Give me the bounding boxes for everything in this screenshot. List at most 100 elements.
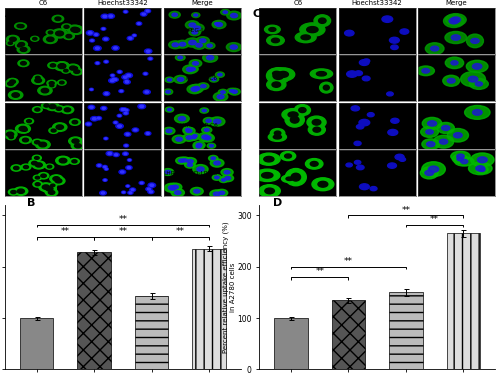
Circle shape: [102, 37, 109, 41]
Circle shape: [172, 43, 178, 47]
Ellipse shape: [468, 162, 492, 175]
Circle shape: [144, 90, 150, 94]
Ellipse shape: [254, 169, 280, 181]
Circle shape: [382, 16, 392, 22]
Circle shape: [114, 154, 117, 156]
Ellipse shape: [444, 15, 464, 28]
Circle shape: [204, 136, 211, 140]
Ellipse shape: [272, 82, 280, 87]
Circle shape: [368, 113, 374, 117]
Circle shape: [359, 120, 370, 126]
Bar: [446, 233, 480, 369]
Circle shape: [86, 31, 94, 35]
Ellipse shape: [420, 126, 438, 137]
Ellipse shape: [476, 166, 488, 173]
Circle shape: [46, 187, 53, 191]
Circle shape: [186, 128, 190, 131]
Circle shape: [148, 57, 152, 60]
Ellipse shape: [264, 156, 274, 162]
Circle shape: [34, 75, 42, 80]
Circle shape: [55, 179, 62, 183]
Circle shape: [214, 23, 218, 25]
Circle shape: [72, 160, 77, 163]
Circle shape: [128, 167, 130, 169]
Circle shape: [8, 42, 12, 44]
Circle shape: [19, 25, 24, 28]
Circle shape: [19, 126, 27, 131]
Circle shape: [106, 169, 108, 170]
Circle shape: [88, 105, 95, 109]
Text: **: **: [61, 227, 70, 236]
Circle shape: [216, 72, 224, 77]
Circle shape: [127, 185, 129, 187]
Ellipse shape: [284, 154, 292, 158]
Circle shape: [108, 152, 112, 155]
Circle shape: [126, 133, 129, 135]
Ellipse shape: [313, 127, 320, 132]
Circle shape: [10, 37, 16, 41]
Circle shape: [64, 69, 68, 72]
Ellipse shape: [451, 151, 470, 161]
Bar: [332, 300, 365, 369]
Circle shape: [126, 166, 132, 170]
Circle shape: [101, 14, 108, 18]
Ellipse shape: [264, 25, 280, 34]
Ellipse shape: [307, 116, 326, 129]
Circle shape: [102, 192, 104, 194]
Circle shape: [98, 165, 100, 166]
Circle shape: [165, 77, 174, 83]
Circle shape: [60, 81, 64, 84]
Circle shape: [178, 78, 184, 81]
Circle shape: [54, 62, 69, 70]
Circle shape: [212, 20, 226, 29]
Circle shape: [146, 50, 150, 52]
Circle shape: [44, 104, 49, 107]
Circle shape: [103, 15, 106, 17]
Circle shape: [197, 167, 204, 172]
Circle shape: [52, 123, 67, 132]
Ellipse shape: [266, 79, 286, 90]
Circle shape: [70, 119, 80, 125]
Circle shape: [127, 37, 134, 40]
Circle shape: [124, 11, 128, 13]
Circle shape: [210, 190, 224, 198]
Circle shape: [346, 71, 358, 77]
Circle shape: [163, 127, 175, 135]
Circle shape: [144, 49, 152, 54]
Circle shape: [48, 62, 58, 69]
Circle shape: [71, 27, 78, 32]
Circle shape: [428, 166, 438, 172]
Circle shape: [400, 29, 409, 34]
Circle shape: [118, 71, 121, 73]
Circle shape: [190, 133, 200, 139]
Circle shape: [3, 130, 17, 138]
Circle shape: [52, 177, 65, 185]
Circle shape: [184, 162, 195, 168]
Circle shape: [189, 60, 202, 67]
Circle shape: [49, 82, 54, 85]
Ellipse shape: [268, 133, 286, 141]
Ellipse shape: [266, 68, 290, 84]
Circle shape: [456, 154, 464, 159]
Circle shape: [92, 118, 96, 120]
Circle shape: [6, 41, 14, 46]
Circle shape: [46, 189, 58, 196]
Circle shape: [8, 82, 14, 86]
Circle shape: [360, 60, 369, 66]
Circle shape: [98, 117, 100, 119]
Circle shape: [186, 67, 194, 72]
Ellipse shape: [422, 162, 446, 176]
Circle shape: [72, 139, 79, 143]
Circle shape: [94, 33, 99, 36]
Circle shape: [17, 46, 30, 53]
Bar: [20, 318, 54, 369]
Circle shape: [186, 129, 192, 133]
Circle shape: [110, 77, 117, 81]
Ellipse shape: [280, 152, 295, 161]
Circle shape: [61, 106, 74, 113]
Circle shape: [122, 75, 128, 79]
Circle shape: [214, 92, 228, 101]
Circle shape: [105, 61, 108, 63]
Circle shape: [55, 17, 61, 21]
Circle shape: [448, 78, 455, 83]
